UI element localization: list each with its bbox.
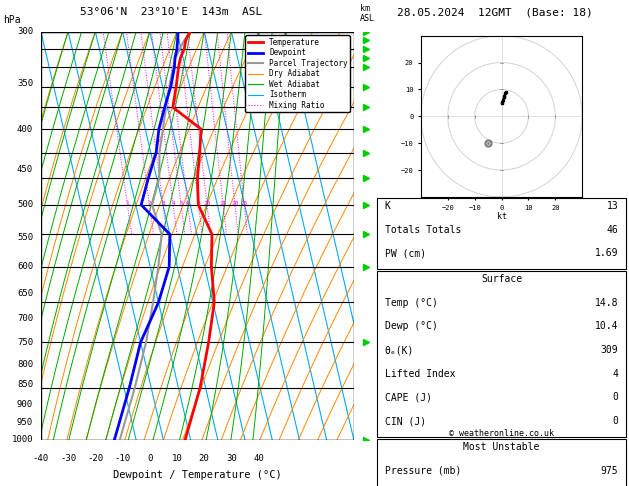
Text: -20: -20 [87, 454, 103, 463]
Text: 7: 7 [360, 124, 365, 134]
Text: © weatheronline.co.uk: © weatheronline.co.uk [449, 429, 554, 438]
Text: 550: 550 [17, 233, 33, 242]
Text: hPa: hPa [3, 15, 21, 25]
Text: 3: 3 [162, 201, 165, 206]
Text: 14.8: 14.8 [595, 298, 618, 308]
Text: 6: 6 [360, 179, 365, 188]
Text: 3: 3 [360, 314, 365, 323]
Text: 309: 309 [601, 345, 618, 355]
Text: PW (cm): PW (cm) [385, 248, 426, 259]
Text: 400: 400 [17, 124, 33, 134]
Bar [377, 438, 626, 486]
Text: 0: 0 [613, 416, 618, 426]
Text: 650: 650 [17, 289, 33, 298]
Text: 500: 500 [17, 200, 33, 209]
Text: 5: 5 [179, 201, 183, 206]
Text: 2: 2 [148, 201, 152, 206]
Text: 28.05.2024  12GMT  (Base: 18): 28.05.2024 12GMT (Base: 18) [398, 7, 593, 17]
Text: 25: 25 [241, 201, 248, 206]
Text: 4: 4 [171, 201, 175, 206]
Text: 450: 450 [17, 165, 33, 174]
Text: 975: 975 [601, 466, 618, 475]
Text: 600: 600 [17, 262, 33, 271]
Text: 20: 20 [199, 454, 209, 463]
Text: Temp (°C): Temp (°C) [385, 298, 438, 308]
Text: 700: 700 [17, 314, 33, 323]
Text: 15: 15 [220, 201, 227, 206]
Text: CAPE (J): CAPE (J) [385, 393, 431, 402]
Text: θₑ(K): θₑ(K) [385, 345, 414, 355]
Text: 20: 20 [231, 201, 239, 206]
Text: 850: 850 [17, 380, 33, 389]
Legend: Temperature, Dewpoint, Parcel Trajectory, Dry Adiabat, Wet Adiabat, Isotherm, Mi: Temperature, Dewpoint, Parcel Trajectory… [245, 35, 350, 112]
Text: 13: 13 [606, 201, 618, 211]
Text: 1.69: 1.69 [595, 248, 618, 259]
Text: Pressure (mb): Pressure (mb) [385, 466, 461, 475]
Text: -40: -40 [33, 454, 49, 463]
Text: Mixing Ratio (g/kg): Mixing Ratio (g/kg) [406, 185, 415, 287]
Text: Surface: Surface [481, 274, 522, 284]
Text: 5: 5 [360, 226, 365, 235]
Text: 300: 300 [17, 27, 33, 36]
Text: 750: 750 [17, 338, 33, 347]
Text: Lifted Index: Lifted Index [385, 369, 455, 379]
Text: LCL: LCL [360, 421, 375, 431]
Text: 1: 1 [126, 201, 130, 206]
Text: 46: 46 [606, 225, 618, 235]
Text: 30: 30 [226, 454, 237, 463]
Text: -30: -30 [60, 454, 76, 463]
Text: 0: 0 [147, 454, 152, 463]
Text: 1: 1 [360, 399, 365, 409]
Text: CIN (J): CIN (J) [385, 416, 426, 426]
Text: 4: 4 [613, 369, 618, 379]
Text: 900: 900 [17, 399, 33, 409]
Bar [377, 198, 626, 269]
Text: 8: 8 [197, 201, 201, 206]
Text: 10.4: 10.4 [595, 321, 618, 331]
Text: Dewpoint / Temperature (°C): Dewpoint / Temperature (°C) [113, 470, 282, 481]
Text: 1000: 1000 [11, 435, 33, 444]
Text: K: K [385, 201, 391, 211]
Text: Totals Totals: Totals Totals [385, 225, 461, 235]
Text: 2: 2 [360, 360, 365, 369]
Text: 800: 800 [17, 360, 33, 369]
Text: 10: 10 [203, 201, 211, 206]
Text: Most Unstable: Most Unstable [464, 442, 540, 452]
Text: 6: 6 [186, 201, 190, 206]
Text: Dewp (°C): Dewp (°C) [385, 321, 438, 331]
Text: 0: 0 [613, 393, 618, 402]
Text: 40: 40 [253, 454, 264, 463]
Text: km
ASL: km ASL [360, 4, 375, 23]
Text: 8: 8 [360, 79, 365, 88]
Text: 350: 350 [17, 79, 33, 88]
Text: 53°06'N  23°10'E  143m  ASL: 53°06'N 23°10'E 143m ASL [81, 7, 262, 17]
Text: 4: 4 [360, 273, 365, 282]
Text: 950: 950 [17, 418, 33, 427]
Bar [377, 271, 626, 436]
Text: 10: 10 [172, 454, 182, 463]
Text: -10: -10 [114, 454, 131, 463]
